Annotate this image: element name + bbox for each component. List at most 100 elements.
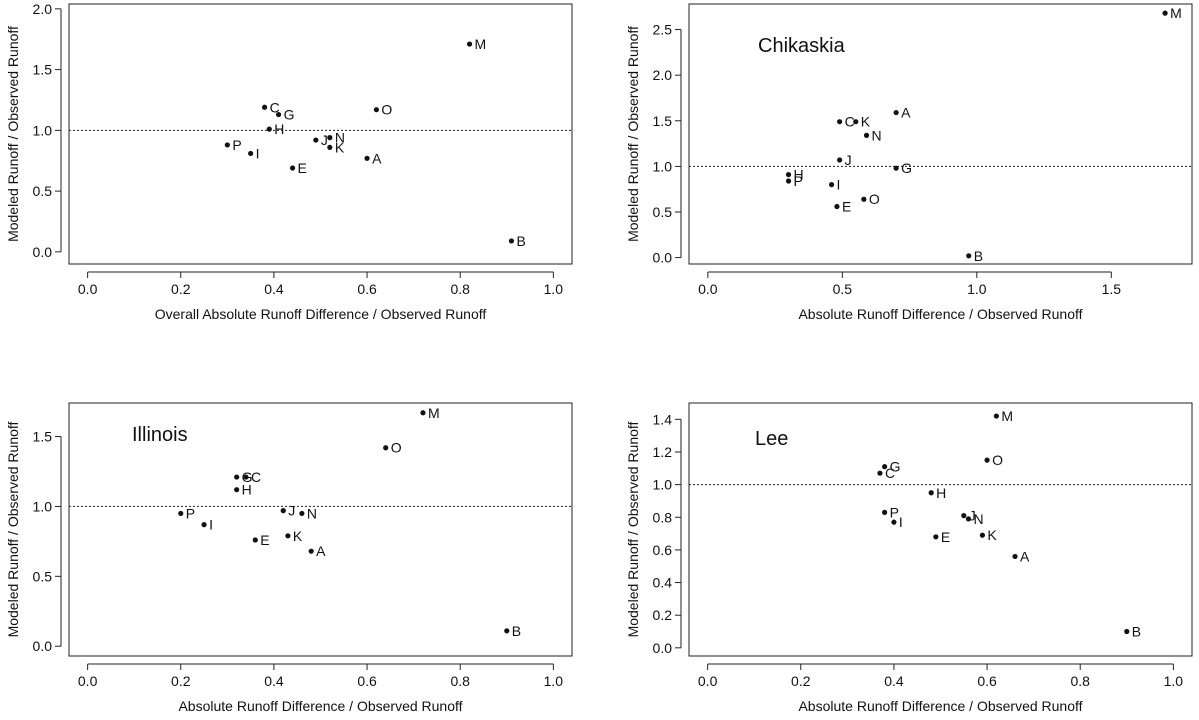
point-label: N [973,511,983,527]
point-label: I [256,145,260,161]
point-label: B [512,623,521,639]
panel-title: Chikaskia [758,35,846,57]
y-tick-label: 1.5 [653,113,673,129]
data-point [308,548,314,554]
point-label: A [372,150,382,166]
x-tick-label: 0.6 [357,673,377,689]
scatter-panel: 0.0 0.2 0.4 0.6 0.8 1.0 0.0 0.5 1.0 1.5 2.0 Overall… [5,1,573,322]
x-axis-title: Absolute Runoff Difference / Observed Ru… [178,698,462,714]
point-label: E [260,532,269,548]
point-label: J [321,132,328,148]
y-tick-label: 0.2 [653,607,673,623]
scatter-panel: 0.0 0.5 1.0 1.5 0.0 0.5 1.0 1.5 2.0 2.5 Absolute R… [625,3,1193,322]
point-label: N [307,505,317,521]
data-point [965,516,972,522]
point-label: I [899,514,903,530]
data-point [893,165,899,171]
point-label: H [274,121,284,137]
y-tick-label: 0.8 [653,509,673,525]
point-label: N [872,127,882,143]
data-point [984,457,990,463]
data-point [313,137,319,143]
point-label: C [885,465,895,481]
x-tick-label: 0.2 [171,673,191,689]
x-tick-label: 0.2 [171,281,191,297]
data-point [882,464,888,470]
data-point [178,510,184,517]
data-point [266,126,272,132]
data-point [828,182,835,188]
point-label: M [475,36,487,52]
point-label: O [869,191,880,207]
scatter-panel: 0.0 0.2 0.4 0.6 0.8 1.0 0.0 0.2 0.4 0.6 0.8 1.0 1.2 1… [625,402,1193,714]
data-point [252,537,258,543]
data-point [928,490,934,496]
x-tick-label: 0.0 [78,281,98,297]
point-label: G [284,107,295,123]
point-label: J [288,503,295,519]
point-label: C [845,114,855,130]
data-point [327,135,333,141]
point-label: K [293,528,303,544]
point-label: O [992,452,1003,468]
data-point [383,445,389,451]
y-tick-label: 2.0 [33,1,53,17]
data-point [243,474,249,480]
x-tick-label: 0.4 [884,673,904,689]
data-point [979,532,986,538]
x-tick-label: 0.6 [977,673,997,689]
point-label: P [890,504,899,520]
x-tick-label: 1.0 [1164,673,1184,689]
y-tick-label: 2.0 [653,67,673,83]
point-label: C [251,469,261,485]
point-label: M [1170,5,1182,21]
point-label: M [428,405,440,421]
x-axis-title: Absolute Runoff Difference / Observed Ru… [798,306,1082,322]
point-label: E [298,160,307,176]
x-tick-label: 0.2 [791,673,811,689]
x-tick-label: 0.0 [78,673,98,689]
x-tick-label: 1.0 [544,281,564,297]
x-tick-label: 0.8 [450,281,470,297]
data-point [262,104,268,110]
plot-frame [68,402,573,657]
data-point [466,41,473,47]
plot-frame [688,3,1193,265]
x-tick-label: 0.8 [450,673,470,689]
y-tick-label: 1.0 [33,122,53,138]
y-tick-label: 0.0 [33,638,53,654]
y-tick-label: 0.5 [653,204,673,220]
data-point [853,119,859,125]
y-tick-label: 1.5 [33,62,53,78]
data-point [785,178,792,184]
y-tick-label: 1.0 [653,477,673,493]
x-tick-label: 1.5 [1102,281,1122,297]
data-point [224,142,230,148]
data-point [993,413,999,419]
point-label: I [837,177,841,193]
point-label: K [861,114,871,130]
x-axis-title: Absolute Runoff Difference / Observed Ru… [798,698,1082,714]
point-label: O [391,440,402,456]
y-tick-label: 0.0 [653,250,673,266]
data-point [1162,10,1168,16]
data-point [280,508,286,514]
point-label: A [1020,548,1030,564]
data-point [275,111,282,118]
data-point [327,144,333,150]
y-tick-label: 0.5 [33,568,53,584]
data-point [961,513,967,519]
data-point [893,109,899,116]
x-tick-label: 1.0 [544,673,564,689]
data-point [248,150,254,157]
x-axis-title: Overall Absolute Runoff Difference / Obs… [155,306,487,322]
data-point [234,487,240,493]
data-point [420,410,426,416]
data-point [837,119,843,125]
x-tick-label: 0.8 [1070,673,1090,689]
data-point [785,171,792,178]
y-axis-title: Modeled Runoff / Observed Runoff [5,421,21,637]
point-label: J [969,508,976,524]
